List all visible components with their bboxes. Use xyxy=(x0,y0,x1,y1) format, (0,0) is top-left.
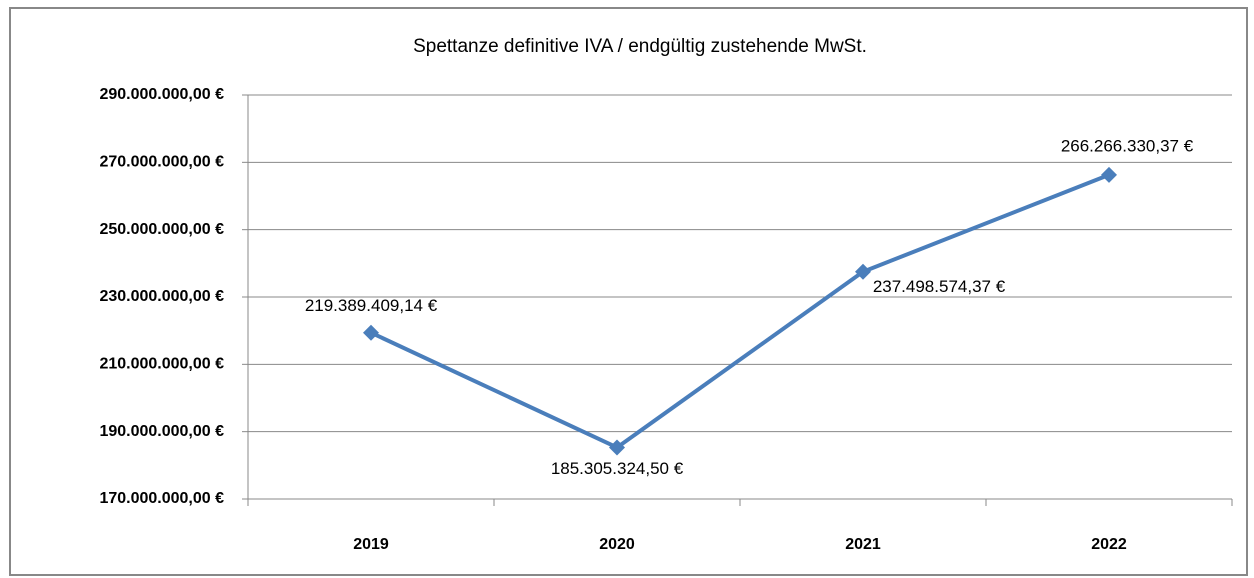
data-point xyxy=(609,439,625,456)
data-label: 185.305.324,50 € xyxy=(551,459,684,478)
x-tick-label: 2019 xyxy=(353,536,389,553)
y-tick-label: 250.000.000,00 € xyxy=(99,221,224,238)
chart-border xyxy=(9,7,1248,576)
data-label: 219.389.409,14 € xyxy=(305,296,438,315)
y-tick-label: 190.000.000,00 € xyxy=(99,423,224,440)
y-tick-label: 210.000.000,00 € xyxy=(99,356,224,373)
data-label: 237.498.574,37 € xyxy=(873,277,1006,296)
data-point xyxy=(1101,166,1117,183)
y-tick-label: 170.000.000,00 € xyxy=(99,490,224,507)
y-tick-label: 290.000.000,00 € xyxy=(99,86,224,103)
data-point xyxy=(363,324,379,341)
data-point xyxy=(855,263,871,280)
x-tick-label: 2020 xyxy=(599,536,635,553)
series-line xyxy=(370,173,1110,450)
chart-title: Spettanze definitive IVA / endgültig zus… xyxy=(413,36,867,57)
y-tick-label: 270.000.000,00 € xyxy=(99,154,224,171)
y-tick-label: 230.000.000,00 € xyxy=(99,288,224,305)
x-tick-label: 2022 xyxy=(1091,536,1127,553)
data-label: 266.266.330,37 € xyxy=(1061,136,1194,155)
x-tick-label: 2021 xyxy=(845,536,881,553)
